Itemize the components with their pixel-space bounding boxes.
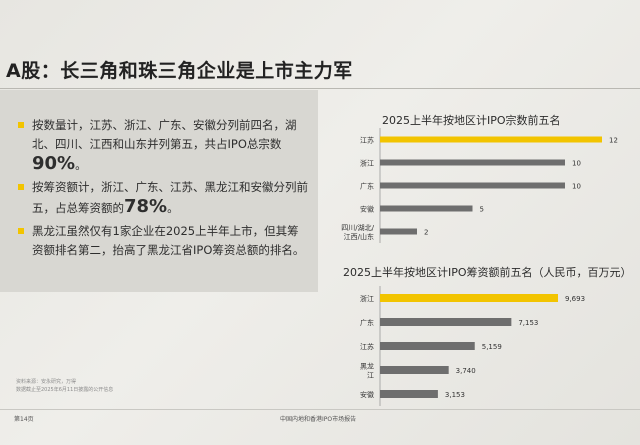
bullet-marker-icon (18, 228, 24, 234)
report-name: 中国内地和香港IPO市场报告 (280, 416, 357, 423)
value-label: 12 (609, 137, 618, 145)
bar-0 (380, 136, 602, 143)
chart-ipo-amount: 浙江 9,693 广东 7,153 江苏 5,159 黑龙江 3,740 安徽 3,153 (360, 286, 585, 406)
value-label: 3,153 (445, 391, 465, 399)
category-label: 广东 (360, 318, 374, 327)
bullet-marker-icon (18, 122, 24, 128)
cutoff-note: 数据截止至2025年6月11日披露的公开信息 (16, 387, 114, 393)
bar-1 (380, 159, 565, 166)
page-number: 第14页 (14, 416, 34, 423)
chart-count-title: 2025上半年按地区计IPO宗数前五名 (382, 114, 561, 127)
footer-divider (0, 409, 640, 410)
bullet-amount-highlight: 78% (124, 196, 168, 217)
summary-panel: 按数量计，江苏、浙江、广东、安徽分列前四名，湖北、四川、江西和山东并列第五，共占… (0, 90, 318, 292)
bullet-count: 按数量计，江苏、浙江、广东、安徽分列前四名，湖北、四川、江西和山东并列第五，共占… (18, 116, 308, 175)
value-label: 2 (424, 229, 428, 237)
value-label: 5 (480, 206, 484, 214)
bullet-amount: 按筹资额计，浙江、广东、江苏、黑龙江和安徽分列前五，占总筹资额的78%。 (18, 178, 308, 218)
category-label: 四川/湖北/ (341, 223, 374, 232)
bar-0 (380, 294, 558, 302)
category-label: 江苏 (360, 136, 374, 145)
page-title: A股：长三角和珠三角企业是上市主力军 (6, 60, 353, 82)
bullet-marker-icon (18, 184, 24, 190)
bar-1 (380, 318, 512, 326)
bullet-count-highlight: 90% (32, 153, 76, 174)
value-label: 10 (572, 183, 581, 191)
category-label: 浙江 (360, 294, 374, 303)
bullet-count-suffix: 。 (75, 158, 87, 172)
bar-4 (380, 390, 438, 398)
bar-3 (380, 205, 473, 212)
value-label: 7,153 (518, 319, 538, 327)
category-label: 江西/山东 (344, 232, 374, 241)
bullet-heilongjiang: 黑龙江虽然仅有1家企业在2025上半年上市，但其筹资额排名第二，抬高了黑龙江省I… (18, 222, 308, 260)
bullet-heilongjiang-text: 黑龙江虽然仅有1家企业在2025上半年上市，但其筹资额排名第二，抬高了黑龙江省I… (32, 224, 305, 257)
title-divider (0, 88, 640, 89)
category-label: 安徽 (360, 390, 374, 399)
value-label: 10 (572, 160, 581, 168)
category-label: 广东 (360, 182, 374, 191)
value-label: 3,740 (456, 367, 476, 375)
bar-2 (380, 342, 475, 350)
value-label: 5,159 (482, 343, 502, 351)
category-label: 黑龙 (360, 362, 374, 371)
bullet-amount-suffix: 。 (167, 201, 179, 215)
value-label: 9,693 (565, 295, 585, 303)
category-label: 江 (367, 372, 374, 380)
bullet-count-text: 按数量计，江苏、浙江、广东、安徽分列前四名，湖北、四川、江西和山东并列第五，共占… (32, 118, 297, 151)
bar-2 (380, 182, 565, 189)
category-label: 安徽 (360, 205, 374, 214)
bar-4 (380, 228, 417, 235)
bullet-amount-text: 按筹资额计，浙江、广东、江苏、黑龙江和安徽分列前五，占总筹资额的 (32, 180, 308, 215)
chart-amount-title: 2025上半年按地区计IPO筹资额前五名（人民币，百万元） (343, 266, 632, 279)
source-note: 资料来源：安永研究，万得 (16, 379, 77, 385)
chart-ipo-count: 江苏 12 浙江 10 广东 10 安徽 5 四川/湖北/江西/山东 2 (341, 128, 618, 243)
bar-3 (380, 366, 449, 374)
category-label: 浙江 (360, 159, 374, 168)
category-label: 江苏 (360, 342, 374, 351)
